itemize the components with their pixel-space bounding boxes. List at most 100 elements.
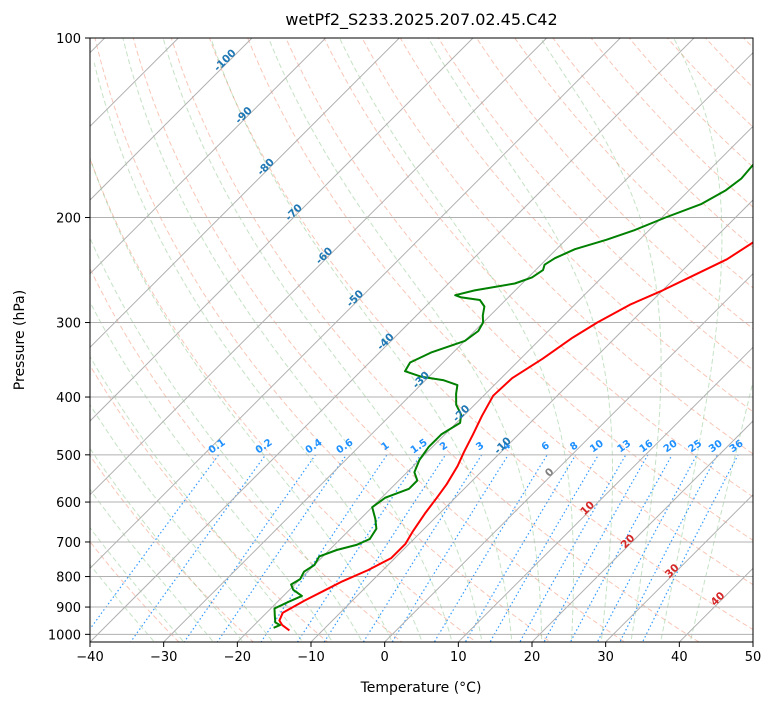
dry-adiabat-line (552, 38, 753, 248)
y-tick-label: 900 (56, 601, 81, 616)
y-axis-label: Pressure (hPa) (12, 290, 28, 390)
moist-adiabat-line (90, 355, 304, 642)
moist-adiabat-line (162, 38, 483, 642)
axes: −40 −30 −20 −10 0 10 20 30 40 5010020030040050060… (48, 32, 761, 665)
moist-adiabat-line (93, 62, 423, 642)
moist-adiabat-line (427, 38, 614, 642)
isotherm-gridline (90, 38, 253, 201)
mixing-ratio-label: 6 (540, 440, 552, 453)
isotherm-label: -70 (283, 202, 305, 224)
moist-adiabat-line (539, 38, 662, 642)
mixing-ratio-label: 1 (380, 440, 392, 453)
mixing-ratio-label: 0.1 (207, 437, 228, 456)
mixing-ratio-line (619, 454, 718, 642)
mixing-ratio-line (296, 454, 422, 642)
mixing-ratio-label: 36 (728, 438, 746, 455)
moist-adiabat-line (90, 403, 274, 642)
moist-adiabat-line (339, 38, 574, 642)
moist-adiabat-line (122, 38, 453, 642)
mixing-ratio-label: 8 (568, 440, 580, 453)
isotherm-gridline (457, 346, 753, 642)
temperature-profile-line (278, 241, 753, 632)
mixing-ratio-line (519, 454, 627, 642)
moist-adiabat-line (90, 488, 215, 642)
isotherm-label: 40 (709, 590, 728, 609)
isotherm-label: -90 (233, 105, 255, 127)
isotherm-label: 20 (619, 532, 638, 551)
x-tick-label: 20 (524, 650, 541, 665)
moist-adiabat-line (210, 38, 513, 642)
mixing-ratio-line (641, 454, 739, 642)
isotherm-gridline (236, 125, 753, 642)
dry-adiabat-line (90, 267, 403, 642)
isotherm-label: -30 (410, 369, 432, 391)
dry-adiabat-line (704, 38, 753, 89)
dry-adiabat-line (90, 454, 254, 642)
x-tick-label: −10 (297, 650, 324, 665)
dry-adiabat-line (90, 364, 329, 642)
mixing-ratio-line (543, 454, 649, 642)
x-tick-label: −20 (224, 650, 251, 665)
isotherm-gridline (90, 38, 622, 570)
dry-adiabat-line (208, 38, 753, 631)
x-tick-label: 30 (597, 650, 614, 665)
dry-adiabat-line (132, 38, 626, 642)
isotherm-gridline (383, 272, 753, 642)
data-series (273, 163, 753, 632)
isotherm-label: -20 (451, 403, 473, 425)
mixing-ratio-label: 13 (616, 438, 634, 455)
mixing-ratio-label: 0.2 (254, 437, 275, 456)
dry-adiabat-line (247, 38, 753, 586)
mixing-ratio-lines (90, 454, 739, 642)
dry-adiabat-line (361, 38, 753, 455)
mixing-ratio-line (90, 454, 220, 630)
moist-adiabat-line (660, 38, 723, 642)
mixing-ratio-label: 0.4 (304, 437, 325, 456)
moist-adiabat-line (689, 379, 753, 642)
dry-adiabat-line (170, 38, 700, 642)
grid-lines (90, 38, 753, 642)
isotherm-gridline (90, 38, 401, 349)
mixing-ratio-label: 25 (687, 438, 705, 455)
y-tick-label: 200 (56, 212, 81, 227)
isotherm-gridline (90, 38, 695, 642)
isotherm-label: -40 (375, 331, 397, 353)
y-tick-label: 1000 (48, 628, 81, 643)
y-tick-label: 600 (56, 496, 81, 511)
dewpoint-profile-line (273, 163, 753, 629)
mixing-ratio-label: 30 (707, 438, 725, 455)
isotherm-gridline (162, 51, 753, 642)
dry-adiabat-line (399, 38, 753, 413)
moist-adiabat-line (90, 563, 156, 642)
isotherm-gridline (752, 641, 753, 642)
dry-adiabat-line (756, 11, 775, 659)
isotherm-gridline (90, 38, 474, 422)
x-tick-label: −30 (150, 650, 177, 665)
isotherm-gridline (604, 493, 753, 642)
mixing-ratio-label: 20 (662, 438, 680, 455)
in-plot-labels: 0.1 0.2 0.4 0.6 1 1.5 2 3 4 6 8 10 13 16 20 25 30 36-100-… (207, 47, 746, 608)
y-tick-label: 300 (56, 317, 81, 332)
dry-adiabat-line (666, 38, 753, 128)
isotherm-gridline (90, 38, 180, 128)
dry-adiabat-line (285, 38, 753, 541)
moist-adiabat-line (90, 447, 244, 642)
dry-adiabat-line (514, 38, 753, 289)
mixing-ratio-label: 16 (638, 438, 656, 455)
moist-adiabat-line (90, 526, 185, 642)
x-tick-label: −40 (76, 650, 103, 665)
moist-adiabat-line (268, 38, 543, 642)
mixing-ratio-line (464, 454, 577, 642)
isotherm-gridline (90, 38, 548, 496)
plot-frame (89, 37, 754, 643)
isotherm-label: 0 (543, 466, 557, 480)
y-tick-label: 700 (56, 536, 81, 551)
isotherm-gridline (678, 567, 753, 642)
chart-title: wetPf2_S233.2025.207.02.45.C42 (285, 10, 558, 29)
mixing-ratio-line (183, 454, 316, 642)
dry-adiabat-line (90, 540, 180, 642)
dry-adiabat-line (743, 38, 753, 49)
y-tick-label: 500 (56, 449, 81, 464)
y-tick-label: 400 (56, 391, 81, 406)
